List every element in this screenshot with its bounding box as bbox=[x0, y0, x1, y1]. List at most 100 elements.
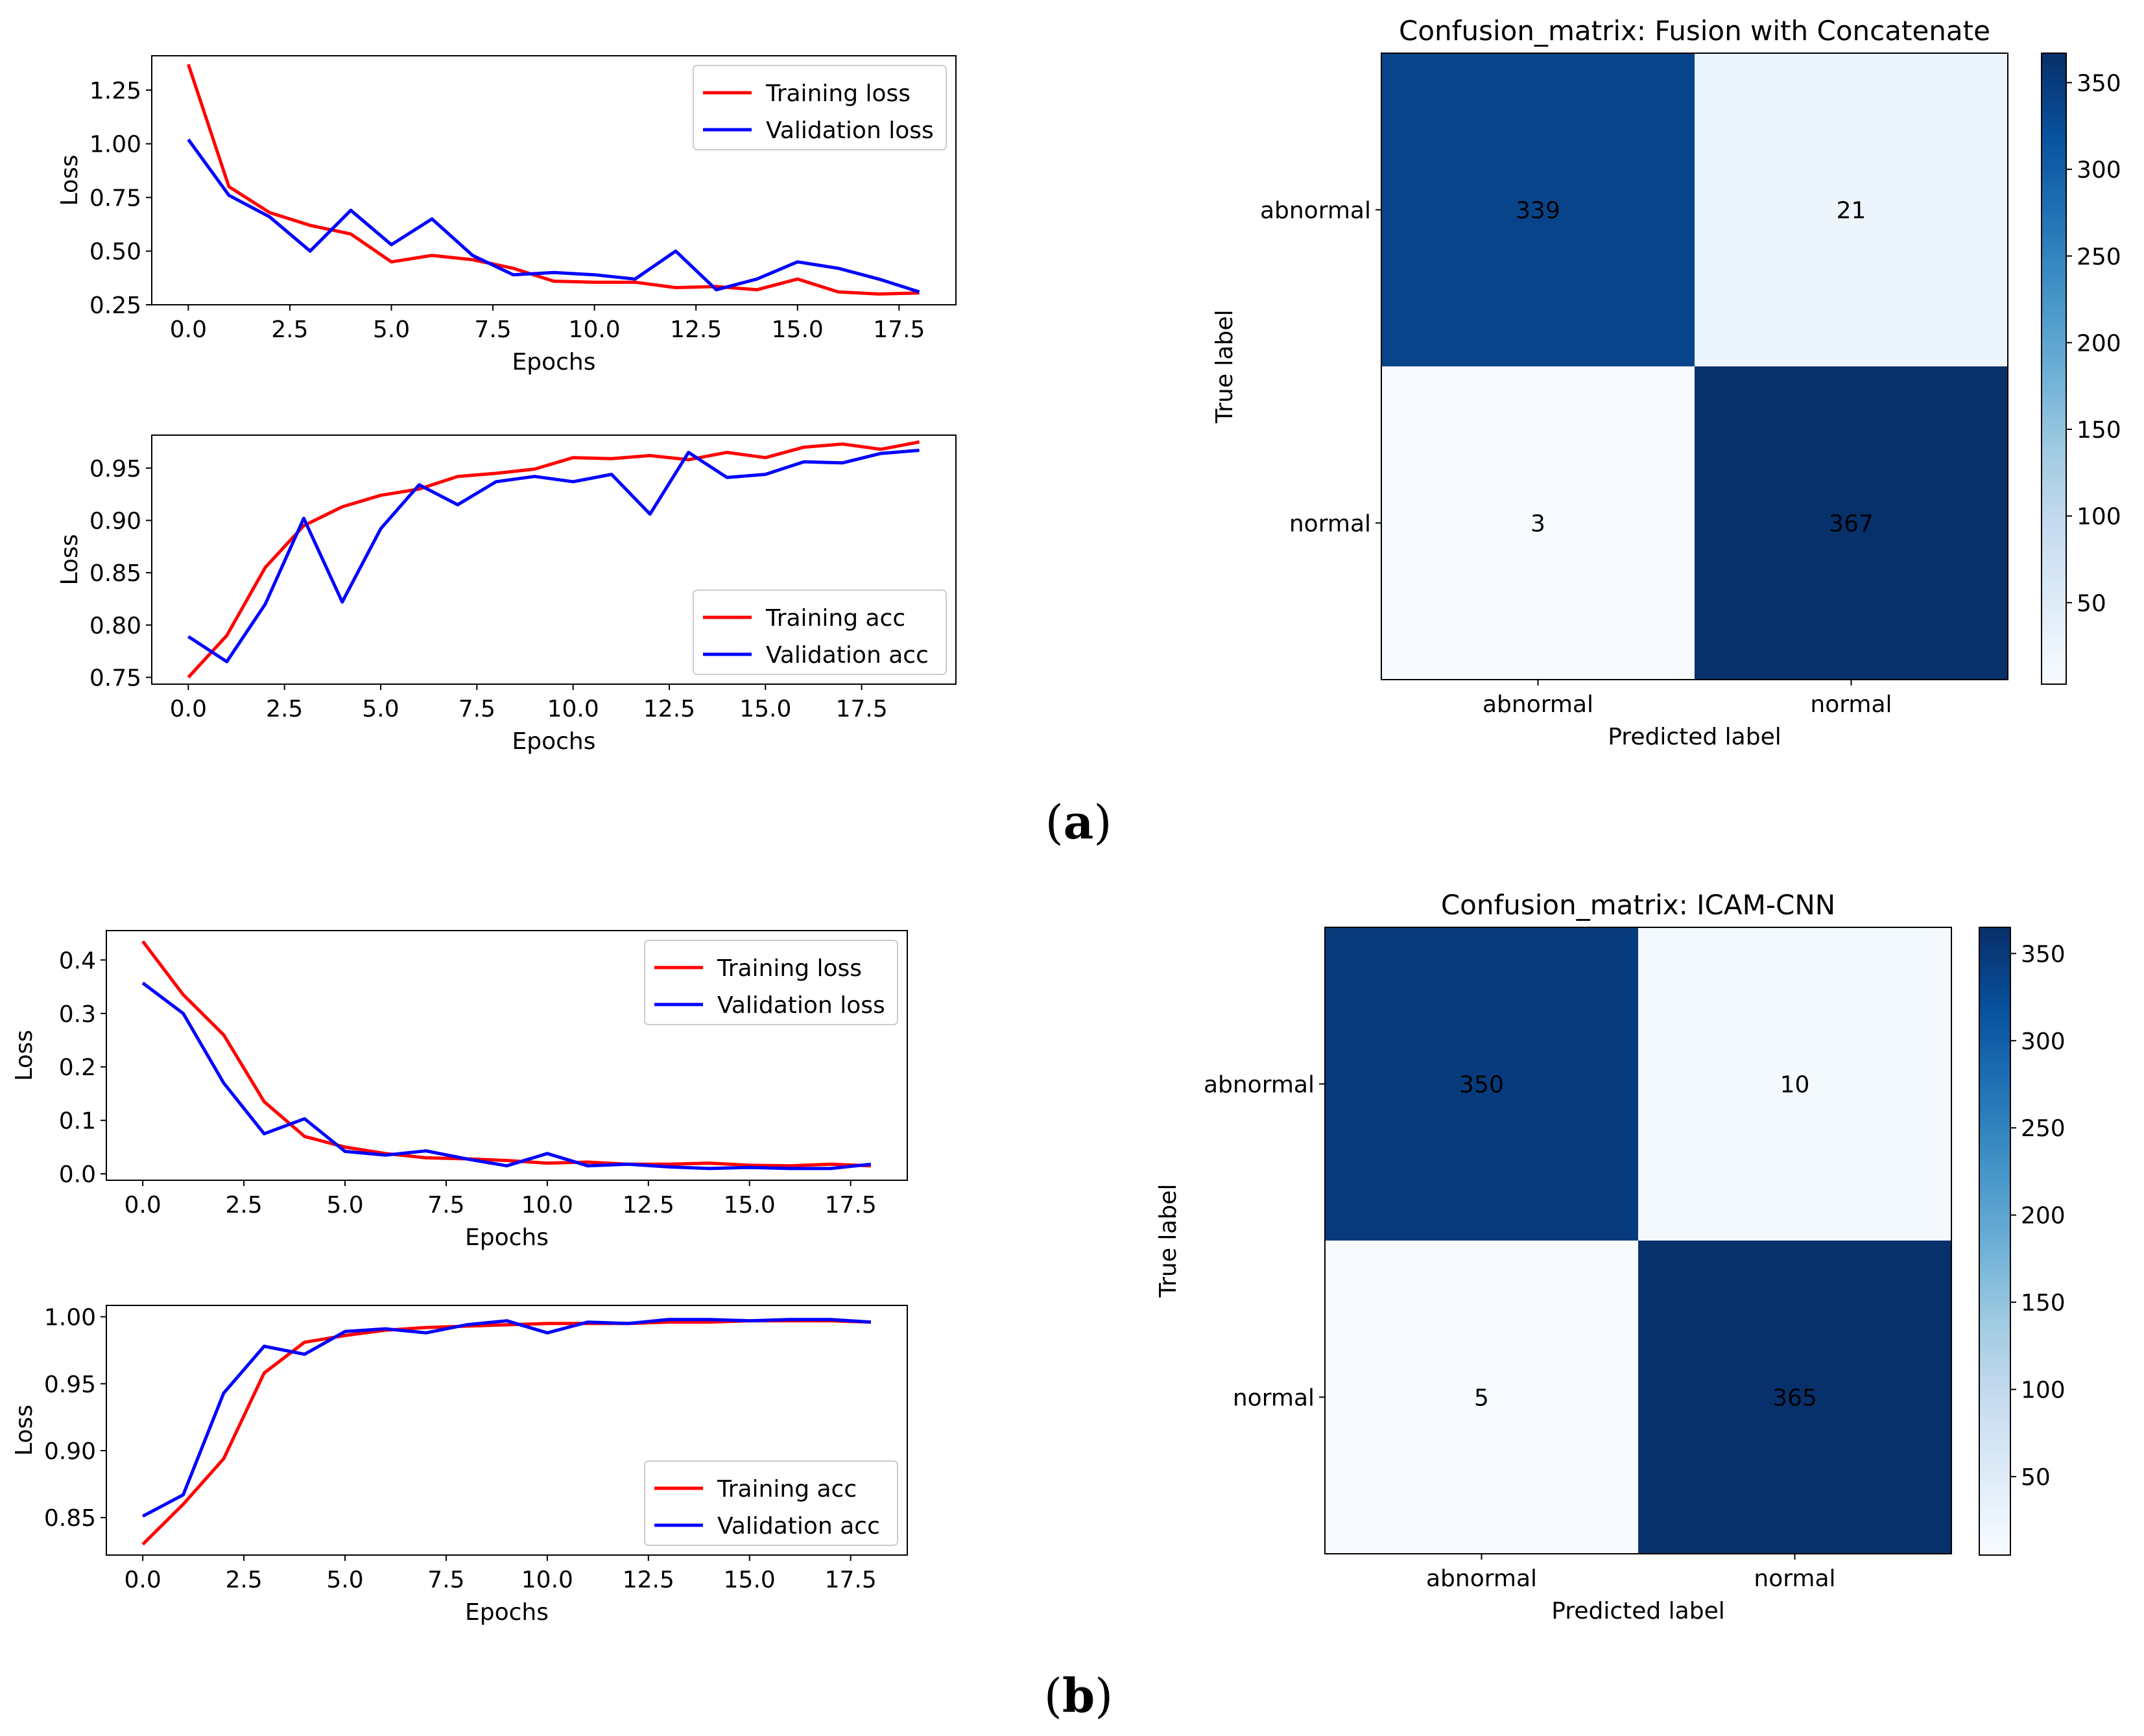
colorbar-segment bbox=[2042, 563, 2066, 569]
colorbar-segment bbox=[1979, 1178, 2010, 1184]
colorbar-segment bbox=[2042, 495, 2066, 501]
colorbar-segment bbox=[2042, 531, 2066, 538]
colorbar-tick-label: 350 bbox=[2021, 941, 2066, 968]
y-tick-label: 0.3 bbox=[59, 1001, 96, 1028]
colorbar-segment bbox=[2042, 400, 2066, 406]
y-tick-label: 0.50 bbox=[89, 239, 141, 265]
colorbar-segment bbox=[2042, 111, 2066, 117]
legend-label: Training acc bbox=[717, 1476, 857, 1503]
legend-box bbox=[693, 589, 947, 675]
colorbar-segment bbox=[1979, 1209, 2010, 1216]
colorbar-segment bbox=[2042, 279, 2066, 285]
colorbar-segment bbox=[1979, 1387, 2010, 1394]
colorbar-segment bbox=[2042, 673, 2066, 680]
x-tick-label: 15.0 bbox=[724, 1192, 776, 1219]
x-tick-label: 0.0 bbox=[170, 316, 207, 343]
colorbar-segment bbox=[2042, 631, 2066, 637]
series-line-validation-loss bbox=[187, 138, 920, 294]
colorbar-segment bbox=[2042, 289, 2066, 296]
x-axis-label: Epochs bbox=[512, 349, 596, 375]
colorbar-segment bbox=[1979, 1382, 2010, 1388]
colorbar-segment bbox=[1979, 1027, 2010, 1032]
colorbar-segment bbox=[2042, 342, 2066, 348]
y-tick-label: 0.95 bbox=[44, 1372, 96, 1398]
y-axis-label: Loss bbox=[56, 155, 83, 206]
x-tick-label: 0.0 bbox=[125, 1192, 161, 1219]
colorbar-segment bbox=[1979, 1110, 2010, 1116]
colorbar-segment bbox=[2042, 263, 2066, 270]
chart-title: Confusion_matrix: ICAM-CNN bbox=[1441, 889, 1835, 921]
colorbar-segment bbox=[1979, 1340, 2010, 1346]
colorbar-segment bbox=[2042, 348, 2066, 353]
legend-box bbox=[644, 1460, 898, 1546]
colorbar-segment bbox=[2042, 300, 2066, 306]
x-tick-label: 10.0 bbox=[569, 316, 621, 343]
series-line-validation-loss bbox=[141, 981, 872, 1171]
colorbar-segment bbox=[2042, 89, 2066, 96]
colorbar-segment bbox=[1979, 1021, 2010, 1027]
cell-value: 350 bbox=[1459, 1072, 1504, 1099]
colorbar-segment bbox=[1979, 1487, 2010, 1493]
colorbar-segment bbox=[2042, 600, 2066, 606]
colorbar-segment bbox=[1979, 974, 2010, 981]
colorbar-segment bbox=[2042, 431, 2066, 438]
colorbar-segment bbox=[1979, 1084, 2010, 1090]
colorbar-segment bbox=[2042, 589, 2066, 595]
x-tick-label: abnormal bbox=[1426, 1565, 1537, 1592]
x-axis-label: Predicted label bbox=[1608, 724, 1781, 750]
colorbar-segment bbox=[1979, 1392, 2010, 1399]
colorbar-segment bbox=[2042, 516, 2066, 522]
colorbar-segment bbox=[1979, 1220, 2010, 1226]
colorbar-segment bbox=[2042, 158, 2066, 164]
colorbar-segment bbox=[1979, 1016, 2010, 1022]
y-tick-label: abnormal bbox=[1204, 1072, 1315, 1099]
colorbar-segment bbox=[2042, 489, 2066, 495]
colorbar-segment bbox=[2042, 652, 2066, 659]
colorbar-segment bbox=[2042, 353, 2066, 359]
colorbar-segment bbox=[1979, 927, 2010, 933]
colorbar-segment bbox=[2042, 363, 2066, 370]
colorbar-segment bbox=[2042, 311, 2066, 317]
colorbar-segment bbox=[1979, 1450, 2010, 1457]
colorbar-segment bbox=[1979, 1000, 2010, 1006]
colorbar-segment bbox=[1979, 943, 2010, 949]
colorbar-segment bbox=[2042, 379, 2066, 385]
colorbar-segment bbox=[2042, 106, 2066, 112]
colorbar-segment bbox=[2042, 184, 2066, 191]
cell-value: 21 bbox=[1837, 198, 1866, 224]
legend: Training loss Validation loss bbox=[693, 65, 947, 150]
colorbar-segment bbox=[1979, 1006, 2010, 1012]
legend-label: Validation acc bbox=[766, 642, 929, 669]
y-tick-label: 0.0 bbox=[59, 1161, 96, 1188]
colorbar-segment bbox=[1979, 1466, 2010, 1472]
x-tick-label: 15.0 bbox=[739, 696, 791, 722]
colorbar-segment bbox=[1979, 1497, 2010, 1503]
colorbar-segment bbox=[1979, 1460, 2010, 1467]
x-tick-label: normal bbox=[1754, 1565, 1835, 1592]
cell-value: 3 bbox=[1531, 511, 1545, 538]
x-axis-label: Epochs bbox=[512, 728, 596, 755]
x-tick-label: 7.5 bbox=[459, 696, 495, 722]
y-tick-label: 1.00 bbox=[44, 1305, 96, 1331]
colorbar-segment bbox=[1979, 1246, 2010, 1252]
colorbar-tick-label: 150 bbox=[2021, 1290, 2066, 1316]
colorbar-segment bbox=[2042, 447, 2066, 453]
colorbar-segment bbox=[2042, 163, 2066, 169]
colorbar-segment bbox=[2042, 79, 2066, 86]
colorbar-segment bbox=[2042, 58, 2066, 64]
axes-frame bbox=[151, 434, 957, 685]
colorbar-segment bbox=[1979, 1147, 2010, 1153]
colorbar-segment bbox=[2042, 64, 2066, 69]
x-axis-label: Epochs bbox=[465, 1224, 549, 1251]
heatmap-cell bbox=[1325, 1241, 1638, 1554]
x-tick-label: 10.0 bbox=[521, 1567, 573, 1593]
heatmap-cell bbox=[1638, 1241, 1951, 1554]
colorbar-segment bbox=[2042, 568, 2066, 575]
colorbar-segment bbox=[2042, 505, 2066, 512]
colorbar-segment bbox=[1979, 1303, 2010, 1310]
colorbar-segment bbox=[2042, 242, 2066, 248]
y-tick-label: normal bbox=[1233, 1385, 1315, 1412]
axes-frame bbox=[106, 1305, 908, 1556]
colorbar-segment bbox=[1979, 1409, 2010, 1414]
colorbar-segment bbox=[1979, 1042, 2010, 1049]
